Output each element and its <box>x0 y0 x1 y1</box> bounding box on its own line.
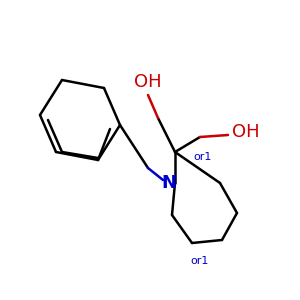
Text: or1: or1 <box>191 256 209 266</box>
Text: N: N <box>161 174 176 192</box>
Text: OH: OH <box>232 123 260 141</box>
Text: or1: or1 <box>193 152 212 162</box>
Text: OH: OH <box>134 73 162 91</box>
